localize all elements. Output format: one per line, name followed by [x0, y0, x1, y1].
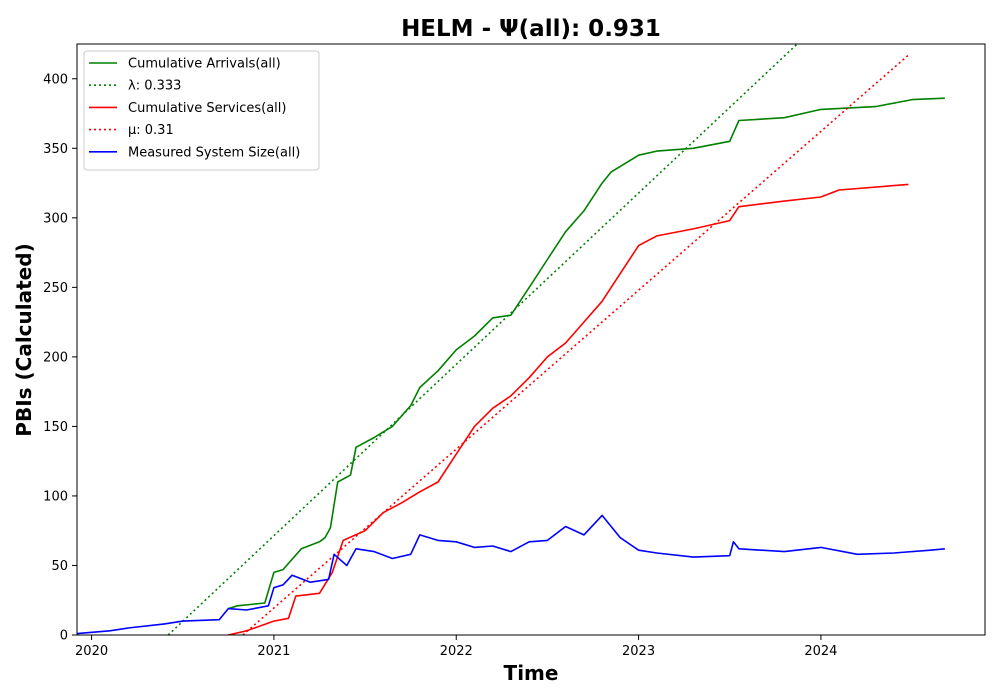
chart-title: HELM - Ψ(all): 0.931 — [401, 16, 661, 42]
series-line-5 — [77, 514, 945, 635]
x-tick-label: 2023 — [622, 644, 655, 659]
y-tick-label: 150 — [43, 420, 68, 435]
plot-frame — [76, 43, 986, 636]
series-line-3 — [228, 183, 909, 635]
x-tick-label: 2021 — [257, 644, 290, 659]
y-tick-label: 250 — [43, 281, 68, 296]
y-tick-label: 50 — [51, 559, 68, 574]
legend-label: Cumulative Services(all) — [128, 101, 286, 116]
series-line-4 — [242, 54, 909, 635]
y-tick-label: 0 — [60, 629, 68, 644]
x-tick-label: 2024 — [804, 644, 837, 659]
legend-label: λ: 0.333 — [128, 79, 181, 94]
series-line-2 — [167, 44, 798, 635]
legend-label: μ: 0.31 — [128, 123, 174, 138]
legend-box — [83, 50, 320, 171]
legend-label: Cumulative Arrivals(all) — [128, 57, 281, 72]
y-tick-label: 100 — [43, 489, 68, 504]
x-tick-label: 2022 — [440, 644, 473, 659]
y-axis-title: PBIs (Calculated) — [12, 243, 36, 436]
x-axis-title: Time — [504, 661, 559, 685]
series-line-1 — [228, 97, 945, 610]
y-tick-label: 400 — [43, 72, 68, 87]
y-tick-label: 350 — [43, 142, 68, 157]
legend-label: Measured System Size(all) — [128, 145, 300, 160]
y-tick-label: 300 — [43, 211, 68, 226]
legend: Cumulative Arrivals(all) λ: 0.333 Cumulati… — [83, 50, 320, 171]
y-tick-label: 200 — [43, 350, 68, 365]
x-tick-label: 2020 — [75, 644, 108, 659]
